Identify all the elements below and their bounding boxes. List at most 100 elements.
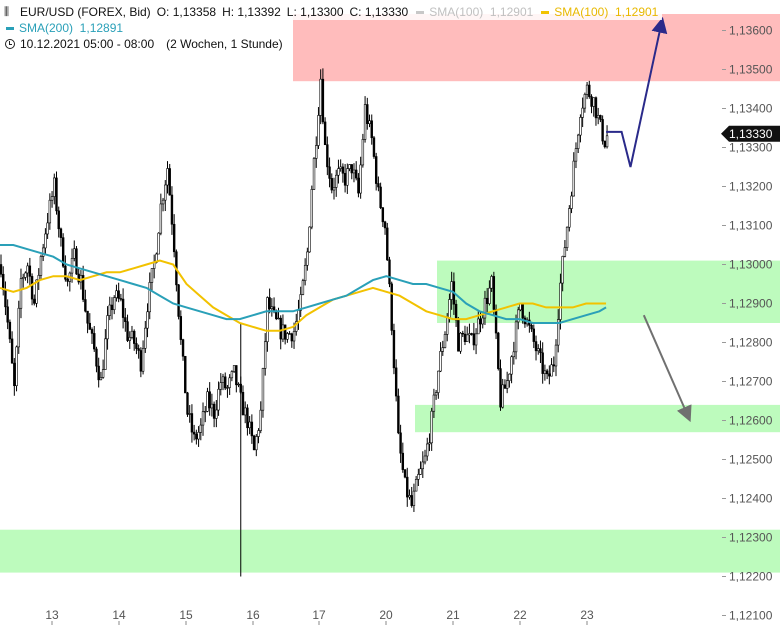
candle xyxy=(226,385,229,398)
candle xyxy=(106,306,109,350)
y-tick-label: 1,13600 xyxy=(729,24,773,38)
y-tick-label: 1,12300 xyxy=(729,531,773,545)
candle xyxy=(559,273,562,330)
candle xyxy=(119,293,123,302)
candle xyxy=(59,227,63,247)
candle xyxy=(15,345,18,392)
legend-symbol: EUR/USD (FOREX, Bid) xyxy=(20,5,151,19)
legend-row-time: 10.12.2021 05:00 - 08:00 (2 Wochen, 1 St… xyxy=(4,36,662,52)
y-tick-label: 1,12100 xyxy=(729,609,773,623)
candle xyxy=(259,401,262,434)
candle xyxy=(332,177,336,200)
candle xyxy=(201,402,205,436)
candle xyxy=(408,489,411,500)
candle xyxy=(554,339,558,377)
y-tick-label: 1,13500 xyxy=(729,63,773,77)
y-tick-label: 1,12500 xyxy=(729,453,773,467)
support-zone-2 xyxy=(415,404,780,433)
candle xyxy=(248,416,251,435)
candle xyxy=(39,254,43,280)
sma100-yellow-swatch xyxy=(541,10,550,14)
candle xyxy=(246,404,249,436)
candle xyxy=(441,340,444,356)
candle xyxy=(13,358,16,396)
candle xyxy=(252,434,256,451)
y-tick-label: 1,12700 xyxy=(729,375,773,389)
candle xyxy=(568,205,571,232)
candle xyxy=(505,371,509,394)
candle xyxy=(428,433,431,452)
candle xyxy=(457,316,460,352)
y-axis: 1,13600 1,13500 1,13400 1,13300 1,13200 1,131… xyxy=(722,24,773,623)
candle xyxy=(390,281,393,336)
legend-sma200: SMA(200) 1,12891 xyxy=(19,21,124,35)
candle xyxy=(108,296,111,321)
candle xyxy=(90,327,94,344)
candle xyxy=(10,331,14,364)
candle xyxy=(228,374,231,396)
candle xyxy=(270,298,274,317)
candle xyxy=(532,324,536,349)
candle xyxy=(503,379,507,389)
candle xyxy=(126,314,129,343)
candle xyxy=(501,378,504,409)
candle xyxy=(481,314,484,329)
candle xyxy=(414,475,418,492)
candle xyxy=(57,206,60,238)
candle xyxy=(417,468,420,487)
candle xyxy=(166,161,169,194)
candle xyxy=(21,273,25,288)
candle xyxy=(95,346,98,373)
candle xyxy=(148,272,151,320)
candle xyxy=(2,266,5,296)
candle xyxy=(510,355,513,384)
candle xyxy=(232,365,236,373)
resistance-zone-0 xyxy=(293,14,780,82)
projection-up-arrow xyxy=(606,16,668,168)
x-tick-label: 15 xyxy=(179,608,193,622)
candle xyxy=(68,271,72,292)
candle xyxy=(472,322,476,351)
candle xyxy=(474,328,478,355)
candle xyxy=(219,373,222,396)
candle xyxy=(124,308,127,332)
candle xyxy=(348,164,351,172)
candle xyxy=(410,486,413,508)
candle xyxy=(101,359,105,379)
candle xyxy=(88,313,92,330)
candle xyxy=(299,286,302,317)
candle xyxy=(133,329,136,351)
candle xyxy=(117,282,120,303)
clock-icon xyxy=(5,39,15,49)
x-tick-label: 14 xyxy=(112,608,126,622)
candle xyxy=(392,323,396,375)
candle xyxy=(317,107,320,149)
projection-down-arrow xyxy=(642,314,692,423)
candle xyxy=(430,407,433,451)
candlestick-icon[interactable]: ⫼ xyxy=(4,6,10,18)
candle xyxy=(372,135,376,159)
candle xyxy=(557,309,560,353)
candle xyxy=(190,404,194,443)
candle xyxy=(99,371,103,381)
candle xyxy=(603,140,607,149)
legend-sma100-grey: SMA(100) 1,12901 xyxy=(429,5,534,19)
x-tick-label: 21 xyxy=(446,608,460,622)
candle xyxy=(343,164,347,193)
candle xyxy=(581,97,584,128)
candle xyxy=(130,325,134,340)
candle xyxy=(159,193,163,236)
candle xyxy=(66,277,69,287)
candle xyxy=(55,171,58,215)
candle xyxy=(141,340,145,375)
candle xyxy=(519,303,522,312)
candle xyxy=(508,373,511,388)
legend-row-symbol: ⫼ EUR/USD (FOREX, Bid) O: 1,13358 H: 1,1… xyxy=(4,4,663,20)
candle xyxy=(590,94,593,114)
candle xyxy=(197,426,200,447)
candle xyxy=(139,347,143,378)
candle xyxy=(368,114,371,128)
candle xyxy=(339,159,342,172)
candle xyxy=(570,191,573,214)
